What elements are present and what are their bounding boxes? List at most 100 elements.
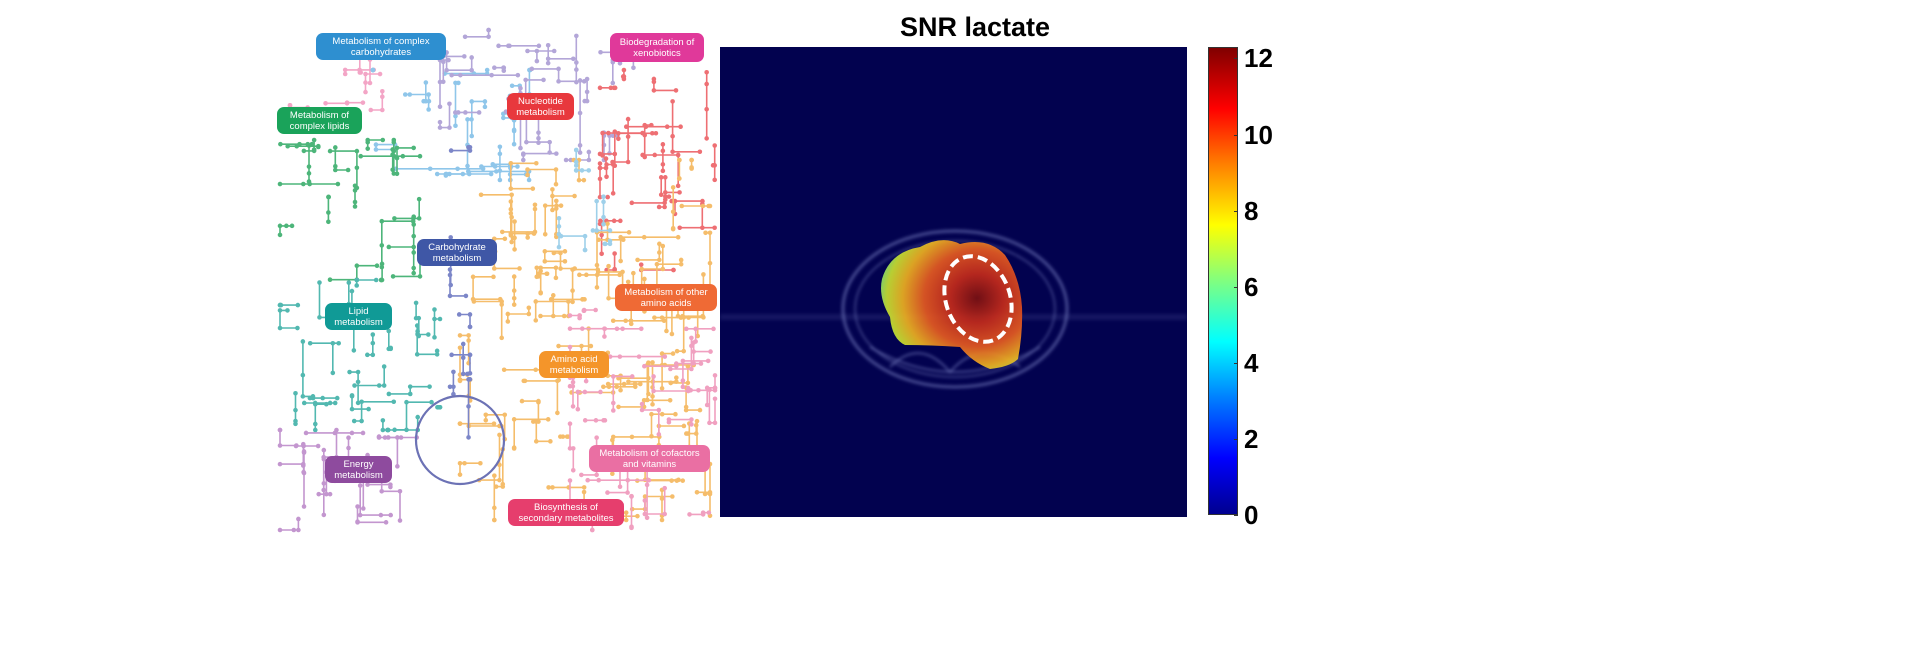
metabolite-node — [659, 351, 665, 356]
metabolite-node — [603, 156, 609, 161]
colorbar-tick-mark — [1234, 362, 1238, 364]
pathway-line — [653, 79, 676, 92]
metabolite-node — [712, 177, 718, 183]
metabolite-node — [417, 153, 423, 159]
metabolite-node — [358, 153, 364, 159]
metabolite-node — [457, 421, 463, 426]
metabolite-node — [380, 418, 386, 423]
metabolite-node — [611, 374, 616, 379]
pathway-line — [354, 401, 394, 422]
pathway-line — [713, 145, 716, 180]
metabolite-node — [460, 171, 466, 177]
metabolite-node — [478, 192, 484, 198]
metabolite-node — [508, 206, 514, 212]
pathway-line — [465, 30, 490, 38]
metabolite-node — [590, 228, 596, 233]
metabolite-node — [579, 168, 585, 173]
metabolite-node — [575, 406, 581, 412]
metabolite-node — [349, 288, 355, 294]
metabolite-node — [411, 265, 416, 271]
pathway-line — [601, 132, 643, 156]
pathway-line — [643, 124, 652, 157]
metabolite-node — [293, 407, 298, 413]
metabolite-node — [404, 427, 409, 433]
metabolite-node — [701, 315, 706, 320]
metabolite-node — [625, 477, 631, 483]
metabolite-node — [432, 316, 437, 322]
metabolite-node — [582, 247, 588, 253]
mri-overlay — [720, 229, 1187, 389]
metabolite-node — [700, 510, 706, 515]
metabolite-node — [335, 181, 341, 187]
metabolite-node — [497, 168, 503, 173]
metabolite-node — [460, 341, 466, 347]
metabolite-node — [354, 263, 360, 268]
metabolite-node — [317, 315, 322, 320]
metabolite-node — [301, 504, 307, 509]
metabolite-node — [529, 66, 535, 72]
metabolite-node — [400, 153, 406, 159]
metabolite-node — [693, 326, 698, 332]
metabolite-node — [593, 307, 598, 313]
metabolite-node — [411, 145, 416, 151]
metabolite-node — [602, 334, 607, 339]
metabolite-node — [448, 235, 454, 240]
metabolite-node — [607, 354, 613, 359]
metabolite-node — [370, 332, 376, 337]
metabolite-node — [651, 388, 656, 394]
pathway-line — [388, 417, 419, 431]
pathway-line — [359, 485, 391, 516]
metabolite-node — [525, 48, 530, 54]
metabolite-node — [673, 88, 679, 93]
metabolite-node — [352, 183, 358, 189]
metabolite-node — [689, 366, 694, 372]
metabolite-node — [680, 378, 686, 383]
metabolite-node — [480, 166, 486, 172]
metabolite-node — [553, 167, 559, 172]
metabolite-node — [377, 71, 383, 77]
metabolite-node — [680, 384, 686, 390]
metabolite-node — [602, 326, 607, 331]
colorbar-tick-label: 6 — [1244, 271, 1259, 302]
metabolite-node — [379, 489, 385, 494]
metabolite-node — [678, 261, 684, 267]
pathway-line — [502, 204, 536, 233]
metabolite-node — [460, 355, 466, 361]
metabolite-node — [573, 147, 579, 153]
metabolite-node — [496, 43, 501, 49]
metabolite-node — [437, 119, 443, 125]
metabolite-node — [573, 168, 579, 173]
metabolite-node — [584, 98, 590, 104]
metabolite-node — [595, 269, 601, 275]
metabolite-node — [467, 144, 473, 150]
metabolite-node — [508, 186, 514, 191]
metabolite-node — [432, 307, 437, 312]
metabolite-node — [542, 249, 548, 254]
metabolite-node — [625, 279, 631, 285]
metabolite-node — [670, 133, 675, 139]
metabolite-node — [608, 85, 614, 91]
metabolite-node — [691, 349, 696, 354]
metabolite-node — [453, 110, 458, 115]
metabolite-node — [462, 460, 467, 466]
metabolite-node — [663, 190, 668, 195]
metabolite-node — [345, 167, 351, 173]
metabolite-node — [352, 383, 357, 388]
metabolite-node — [700, 198, 705, 204]
pathway-line — [671, 200, 703, 214]
metabolite-node — [511, 295, 517, 301]
metabolite-node — [614, 384, 620, 390]
metabolite-node — [598, 218, 603, 224]
metabolite-node — [712, 225, 717, 231]
metabolite-node — [508, 160, 514, 166]
metabolite-node — [542, 203, 548, 208]
metabolite-node — [626, 230, 632, 235]
metabolite-node — [687, 512, 692, 517]
metabolite-node — [360, 430, 366, 436]
metabolite-node — [429, 399, 434, 405]
metabolite-node — [462, 54, 467, 59]
metabolite-node — [675, 183, 681, 189]
metabolite-node — [357, 483, 363, 488]
metabolite-node — [365, 146, 371, 151]
metabolite-node — [712, 388, 718, 393]
